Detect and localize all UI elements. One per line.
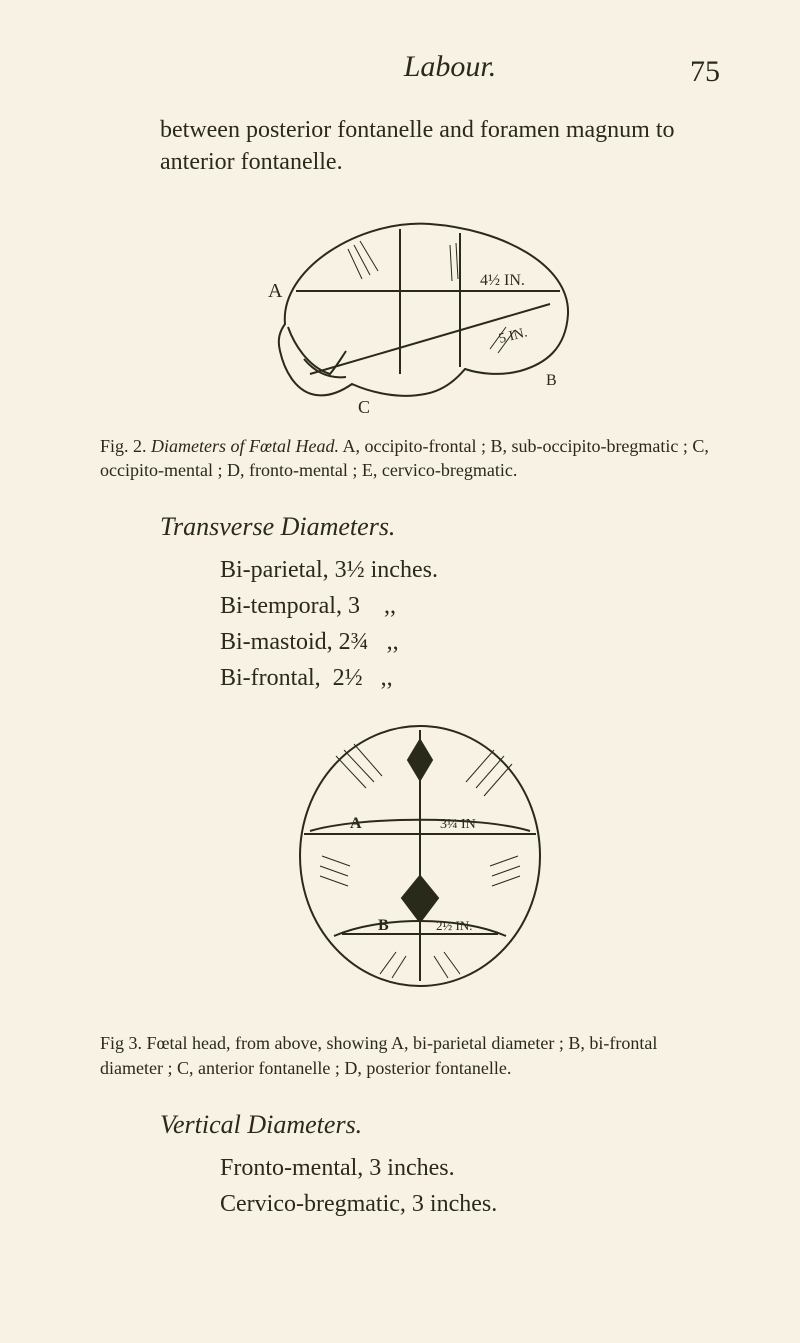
row-label: Bi-frontal,	[220, 665, 321, 691]
skull-profile-diagram: A 4½ IN. 5 IN. B C	[250, 209, 590, 419]
row-value: 2¾	[339, 629, 369, 655]
list-item: Cervico-bregmatic, 3 inches.	[220, 1186, 740, 1222]
label-dimA: 3¼ IN	[440, 817, 476, 832]
caption-title: Diameters of Fœtal Head.	[151, 436, 339, 456]
caption-body: Fœtal head, from above, showing A, bi-pa…	[100, 1033, 657, 1077]
row-unit: ,,	[381, 660, 451, 696]
label-dim: 4½ IN.	[480, 272, 525, 289]
running-title: Labour.	[130, 50, 770, 84]
transverse-heading: Transverse Diameters.	[160, 512, 740, 542]
row-unit: inches.	[371, 552, 441, 588]
vertical-heading: Vertical Diameters.	[160, 1110, 740, 1140]
label-B: B	[546, 372, 557, 389]
page-number: 75	[690, 55, 720, 89]
page: Labour. 75 between posterior fontanelle …	[0, 0, 800, 1343]
row-label: Bi-mastoid,	[220, 629, 333, 655]
row-label: Bi-parietal,	[220, 557, 329, 583]
figure-3: A 3¼ IN B 2½ IN.	[100, 716, 740, 1021]
row-label: Bi-temporal,	[220, 593, 342, 619]
label-A: A	[350, 815, 362, 832]
caption-lead: Fig 3.	[100, 1033, 147, 1053]
table-row: Bi-frontal, 2½ ,,	[220, 660, 740, 696]
vertical-list: Fronto-mental, 3 inches. Cervico-bregmat…	[220, 1150, 740, 1222]
row-value: 3½	[335, 557, 365, 583]
table-row: Bi-mastoid, 2¾ ,,	[220, 624, 740, 660]
figure-2: A 4½ IN. 5 IN. B C	[100, 209, 740, 424]
table-row: Bi-temporal, 3 ,,	[220, 588, 740, 624]
running-head: Labour. 75	[100, 50, 740, 84]
row-unit: ,,	[384, 588, 454, 624]
row-value: 2½	[333, 665, 363, 691]
row-value: 3	[348, 593, 360, 619]
skull-superior-diagram: A 3¼ IN B 2½ IN.	[280, 716, 560, 1016]
figure-3-caption: Fig 3. Fœtal head, from above, showing A…	[100, 1031, 720, 1080]
label-dim2: 5 IN.	[497, 325, 529, 347]
row-unit: ,,	[387, 624, 457, 660]
label-B: B	[378, 917, 389, 934]
label-C: C	[358, 397, 370, 417]
intro-paragraph: between posterior fontanelle and foramen…	[160, 114, 740, 179]
table-row: Bi-parietal, 3½ inches.	[220, 552, 740, 588]
list-item: Fronto-mental, 3 inches.	[220, 1150, 740, 1186]
label-A: A	[268, 280, 283, 302]
caption-lead: Fig. 2.	[100, 436, 151, 456]
label-dimB: 2½ IN.	[436, 918, 472, 933]
transverse-table: Bi-parietal, 3½ inches. Bi-temporal, 3 ,…	[220, 552, 740, 696]
figure-2-caption: Fig. 2. Diameters of Fœtal Head. A, occi…	[100, 434, 720, 483]
